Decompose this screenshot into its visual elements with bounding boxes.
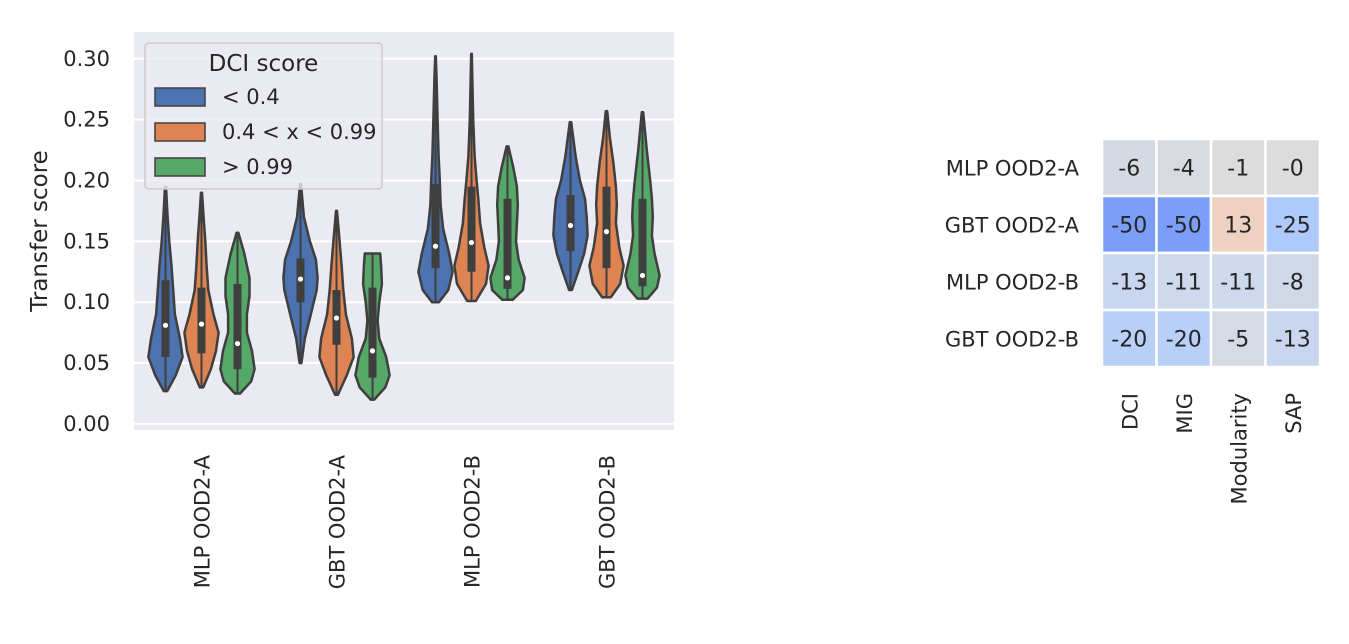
heatmap-row-labels: MLP OOD2-A GBT OOD2-A MLP OOD2-B GBT OOD2-B [945, 157, 1080, 352]
violin-median-point [369, 348, 376, 354]
legend-item-label: > 0.99 [222, 155, 293, 179]
heatmap-row-label: MLP OOD2-A [946, 157, 1080, 181]
y-tick-label: 0.30 [63, 47, 110, 71]
legend-item-label: 0.4 < x < 0.99 [222, 120, 376, 144]
heatmap-cell-value: -4 [1173, 157, 1195, 182]
violin-median-point [432, 243, 439, 249]
violins [147, 52, 661, 401]
violin-chart: 0.00 0.05 0.10 0.15 0.20 0.25 0.30 MLP OOD2-A G… [27, 32, 674, 589]
heatmap-column-labels: DCI MIG Modularity SAP [1118, 393, 1306, 504]
x-tick-label: GBT OOD2-A [326, 454, 350, 589]
legend: DCI score < 0.4 0.4 < x < 0.99 > 0.99 [144, 42, 383, 190]
violin-median-point [603, 229, 610, 235]
violin-median-point [162, 322, 169, 328]
heatmap-cell-value: -8 [1282, 271, 1304, 296]
violin-median-point [567, 222, 574, 229]
heatmap-cell-value: -5 [1227, 328, 1249, 353]
heatmap-column-label: MIG [1173, 393, 1197, 434]
heatmap-cell [1209, 194, 1267, 255]
violin-median-point [468, 239, 475, 246]
heatmap-cell-value: -0 [1282, 157, 1304, 182]
y-tick-label: 0.05 [63, 351, 110, 375]
heatmap-cell-value: -11 [1166, 271, 1202, 296]
heatmap-cell [1264, 251, 1322, 312]
heatmap-cell-value: -13 [1275, 328, 1311, 353]
violin-median-point [639, 272, 646, 279]
heatmap: -6 -4 -1 -0 -50 -50 13 -25 -13 -11 -11 -8 -20 -20 -5 -1… [945, 137, 1322, 504]
heatmap-column-label: DCI [1118, 393, 1142, 430]
heatmap-cell-value: -25 [1275, 214, 1311, 239]
y-tick-label: 0.25 [63, 108, 110, 132]
heatmap-cell-value: -6 [1118, 157, 1140, 182]
legend-swatch [154, 122, 206, 142]
legend-swatch [154, 87, 206, 107]
heatmap-cell-value: -50 [1166, 214, 1202, 239]
x-tick-label: GBT OOD2-B [596, 455, 620, 589]
legend-box [144, 42, 383, 190]
heatmap-cell [1155, 194, 1213, 255]
heatmap-row-label: GBT OOD2-A [945, 214, 1080, 238]
heatmap-cell-value: -1 [1227, 157, 1249, 182]
heatmap-cell-value: 13 [1224, 214, 1252, 239]
heatmap-cell-value: -20 [1111, 328, 1147, 353]
y-tick-label: 0.15 [63, 229, 110, 253]
heatmap-cell [1264, 137, 1322, 198]
heatmap-cell [1100, 308, 1158, 369]
heatmap-cell [1264, 194, 1322, 255]
heatmap-cell-value: -20 [1166, 328, 1202, 353]
heatmap-cell-value: -50 [1111, 214, 1147, 239]
y-tick-label: 0.20 [63, 168, 110, 192]
violin-median-point [297, 276, 304, 282]
heatmap-cell-value: -13 [1111, 271, 1147, 296]
legend-item-label: < 0.4 [222, 85, 280, 109]
y-tick-labels: 0.00 0.05 0.10 0.15 0.20 0.25 0.30 [63, 47, 110, 436]
legend-title: DCI score [209, 51, 319, 77]
y-axis-label: Transfer score [27, 150, 53, 313]
heatmap-cell [1155, 308, 1213, 369]
violin-median-point [504, 275, 511, 281]
legend-items: < 0.4 0.4 < x < 0.99 > 0.99 [154, 85, 376, 179]
x-tick-label: MLP OOD2-B [461, 455, 485, 588]
heatmap-column-label: SAP [1282, 393, 1306, 434]
y-tick-label: 0.10 [63, 290, 110, 314]
violin-median-point [198, 321, 205, 327]
heatmap-row-label: MLP OOD2-B [946, 271, 1079, 295]
heatmap-cells: -6 -4 -1 -0 -50 -50 13 -25 -13 -11 -11 -8 -20 -20 -5 -1… [1100, 137, 1322, 369]
x-tick-label: MLP OOD2-A [191, 454, 215, 588]
x-tick-labels: MLP OOD2-A GBT OOD2-A MLP OOD2-B GBT OOD2-B [191, 454, 620, 589]
legend-swatch [154, 157, 206, 177]
y-tick-label: 0.00 [63, 412, 110, 436]
heatmap-row-label: GBT OOD2-B [945, 328, 1079, 352]
violin-median-point [333, 315, 340, 321]
heatmap-cell-value: -11 [1220, 271, 1256, 296]
heatmap-cell [1264, 308, 1322, 369]
heatmap-column-label: Modularity [1227, 393, 1251, 504]
violin-median-point [234, 340, 241, 347]
